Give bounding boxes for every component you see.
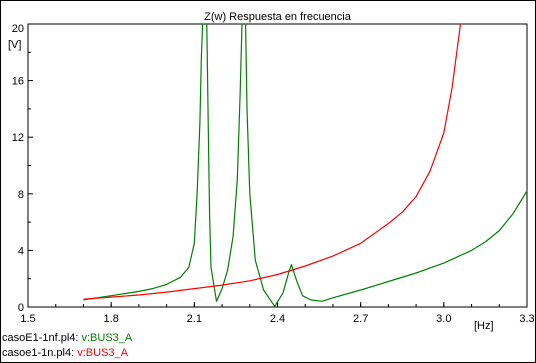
legend-item-red: casoe1-1n.pl4: v:BUS3_A	[2, 346, 128, 360]
y-tick-label: 12	[12, 132, 24, 144]
legend-series-name: v:BUS3_A	[77, 347, 128, 359]
y-tick-label: 4	[18, 245, 24, 257]
legend-series-name: v:BUS3_A	[81, 332, 133, 344]
plot-area	[27, 23, 528, 308]
x-tick-label: 2.7	[353, 313, 368, 325]
x-tick-label: 3.3	[519, 313, 534, 325]
x-tick-label: 2.1	[187, 313, 202, 325]
x-axis-label: [Hz]	[474, 320, 494, 332]
y-tick-label: 16	[12, 76, 24, 88]
x-tick-label: 1.8	[104, 313, 119, 325]
legend-item-green: casoE1-1nf.pl4: v:BUS3_A	[2, 331, 132, 345]
series-line-green	[83, 23, 528, 307]
chart-title: Z(w) Respuesta en frecuencia	[204, 11, 352, 23]
y-axis-label: [V]	[8, 39, 21, 51]
y-tick-label: 8	[18, 189, 24, 201]
legend-file: casoE1-1nf.pl4:	[2, 332, 79, 344]
series-line-red	[83, 23, 462, 300]
y-tick-label: 0	[18, 302, 24, 314]
x-tick-label: 2.4	[270, 313, 285, 325]
x-tick-label: 3.0	[436, 313, 451, 325]
x-tick-label: 1.5	[20, 313, 35, 325]
legend-file: casoe1-1n.pl4:	[2, 347, 75, 359]
y-tick-label: 20	[12, 23, 24, 35]
